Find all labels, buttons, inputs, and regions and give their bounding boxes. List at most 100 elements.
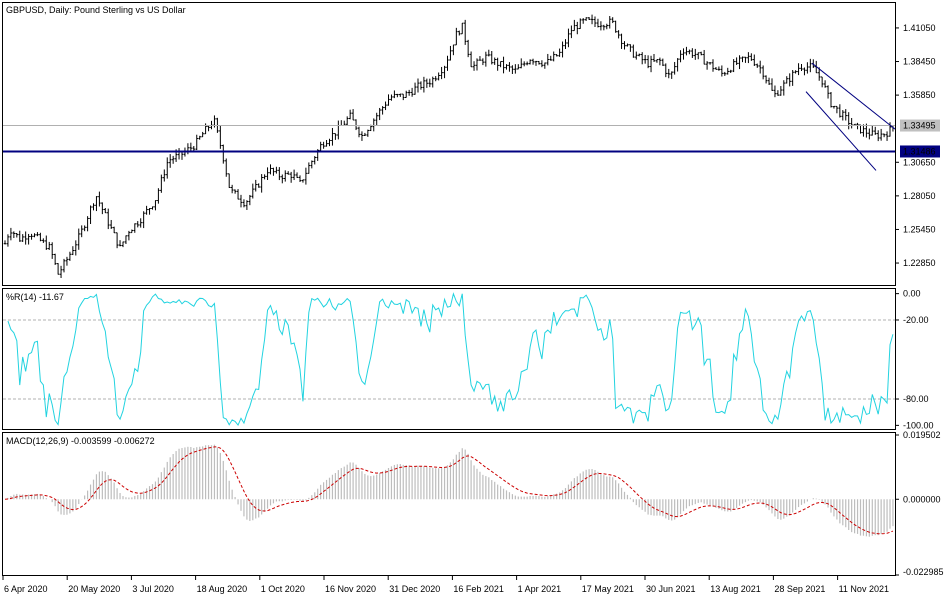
ohlc-bar <box>455 27 458 46</box>
ohlc-bar <box>726 67 730 75</box>
ohlc-bar <box>552 51 555 62</box>
wpr-tick-label: 0.00 <box>903 289 921 299</box>
ohlc-bar <box>797 63 800 76</box>
ohlc-bar <box>570 25 573 39</box>
ohlc-bar <box>670 71 673 79</box>
ohlc-bar <box>549 55 553 61</box>
ohlc-bar <box>578 18 582 30</box>
ohlc-bar <box>626 43 629 47</box>
ohlc-bar <box>499 61 502 68</box>
ohlc-bar <box>528 59 532 65</box>
ohlc-bar <box>593 16 597 27</box>
ohlc-bar <box>47 241 51 250</box>
ohlc-bar <box>484 51 488 67</box>
ohlc-bar <box>68 251 72 261</box>
ohlc-bar <box>127 230 131 241</box>
ohlc-bar <box>230 184 234 194</box>
ohlc-bar <box>53 253 57 265</box>
ohlc-bar <box>803 67 806 76</box>
date-tick-label: 28 Sep 2021 <box>774 584 825 594</box>
ohlc-bar <box>770 78 774 91</box>
ohlc-bar <box>384 101 387 111</box>
ohlc-bar <box>776 90 780 96</box>
ohlc-bar <box>555 54 558 57</box>
ohlc-bar <box>764 75 768 84</box>
ohlc-bar <box>873 126 877 135</box>
ohlc-bar <box>33 233 36 238</box>
price-tick-label: 1.25450 <box>903 224 936 234</box>
ohlc-bar <box>809 58 812 73</box>
ohlc-bar <box>431 76 435 88</box>
ohlc-bar <box>12 231 16 239</box>
macd-signal-line <box>4 446 894 535</box>
wpr-tick-label: -80.00 <box>903 394 929 404</box>
ohlc-bar <box>522 61 526 67</box>
ohlc-bar <box>767 77 771 85</box>
ohlc-bar <box>876 130 880 142</box>
wpr-title: %R(14) -11.67 <box>6 292 64 302</box>
wpr-line <box>7 292 894 427</box>
ohlc-bar <box>632 44 635 58</box>
last-price-badge <box>900 119 940 132</box>
date-tick-label: 17 May 2021 <box>582 584 634 594</box>
ohlc-bar <box>505 64 508 70</box>
ohlc-bar <box>782 80 786 96</box>
ohlc-bar <box>275 166 278 174</box>
ohlc-bar <box>567 28 570 48</box>
ohlc-bar <box>475 58 479 71</box>
ohlc-bar <box>691 48 694 58</box>
date-tick-label: 1 Apr 2021 <box>518 584 562 594</box>
ohlc-bar <box>460 22 464 35</box>
ohlc-bar <box>466 39 470 58</box>
date-tick-label: 6 Apr 2020 <box>4 584 48 594</box>
ohlc-bar <box>838 104 842 118</box>
wpr-pane[interactable] <box>2 288 896 430</box>
ohlc-bar <box>696 52 700 60</box>
ohlc-bar <box>163 169 166 182</box>
ohlc-bar <box>104 207 107 214</box>
ohlc-bar <box>118 240 122 247</box>
ohlc-bar <box>623 41 626 50</box>
ohlc-bar <box>112 226 116 234</box>
ohlc-bar <box>428 78 432 88</box>
ohlc-bar <box>322 141 325 149</box>
macd-pane[interactable] <box>2 432 896 576</box>
ohlc-bar <box>564 39 567 50</box>
ohlc-bar <box>741 56 744 63</box>
ohlc-bar <box>295 172 299 178</box>
ohlc-bar <box>95 196 98 212</box>
date-tick-label: 31 Dec 2020 <box>389 584 440 594</box>
ohlc-bar <box>195 134 199 151</box>
ohlc-bar <box>106 208 110 230</box>
ohlc-bar <box>714 67 718 70</box>
ohlc-bar <box>307 162 311 174</box>
price-pane[interactable] <box>2 2 896 286</box>
date-tick-label: 1 Oct 2020 <box>261 584 305 594</box>
ohlc-bar <box>6 234 10 247</box>
macd-plot <box>4 444 894 537</box>
ohlc-bar <box>236 189 240 200</box>
ohlc-bar <box>856 122 859 130</box>
ohlc-bar <box>646 55 650 69</box>
ohlc-bar <box>472 61 476 71</box>
ohlc-bar <box>272 167 275 176</box>
ohlc-bar <box>227 173 231 188</box>
ohlc-bar <box>207 125 210 132</box>
ohlc-bar <box>304 167 308 185</box>
ohlc-bar <box>425 78 429 88</box>
ohlc-bar <box>658 57 662 66</box>
date-tick-label: 30 Jun 2021 <box>646 584 696 594</box>
ohlc-bar <box>283 170 287 182</box>
ohlc-bar <box>281 174 284 184</box>
ohlc-bar <box>401 93 405 101</box>
ohlc-bar <box>519 58 523 69</box>
ohlc-bar <box>502 56 505 74</box>
ohlc-bar <box>419 81 423 90</box>
ohlc-bar <box>410 87 414 97</box>
ohlc-bar <box>360 131 364 141</box>
ohlc-bar <box>24 231 27 245</box>
ohlc-bar <box>266 167 269 180</box>
ohlc-bar <box>133 223 137 233</box>
ohlc-bar <box>263 174 266 180</box>
